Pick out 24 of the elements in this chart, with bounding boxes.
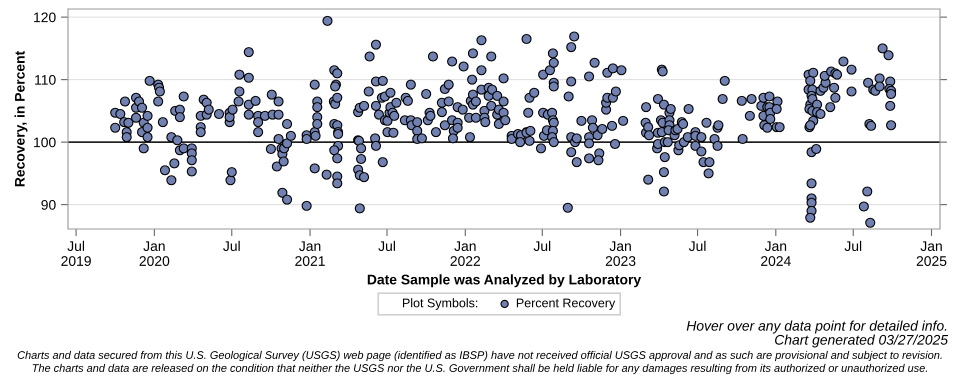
text: The charts and data are released on the condition that neither the USGS nor the U.S. Government shall be held liable for any damages resulting from its authorized or unauthorized use. xyxy=(32,364,927,374)
y-axis-title: Recovery, in Percent xyxy=(14,50,28,186)
x-tick-label: Jul 2019 xyxy=(61,240,91,266)
text: Hover over any data point for detailed info. xyxy=(686,320,946,334)
text: Chart generated 03/27/2025 xyxy=(775,334,948,348)
x-tick-label: Jan 2020 xyxy=(140,241,170,266)
text: Charts and data secured from this U.S. Geological Survey (USGS) web page (identified as IBSP) have not received official USGS approval and as such are provisional and subject to revision. xyxy=(18,350,942,362)
x-tick-label: Jul xyxy=(223,240,240,252)
x-tick-label: Jan 2021 xyxy=(295,241,325,266)
x-tick-label: Jul xyxy=(688,240,706,252)
y-tick-label: 110 xyxy=(35,74,56,85)
x-tick-label: Jan 2025 xyxy=(916,241,946,266)
x-tick-label: Jul xyxy=(378,240,395,252)
x-tick-label: Jul xyxy=(534,240,550,252)
legend-label: Percent Recovery xyxy=(516,298,616,310)
x-tick-label: Jan 2023 xyxy=(606,241,636,266)
legend-title: Plot Symbols: xyxy=(402,298,478,310)
y-tick-label: 100 xyxy=(34,137,56,148)
x-tick-label: Jul xyxy=(844,240,862,252)
y-tick-label: 90 xyxy=(41,200,56,210)
x-tick-label: Jan 2024 xyxy=(761,241,791,266)
x-axis-title: Date Sample was Analyzed by Laboratory xyxy=(368,274,642,288)
x-tick-label: Jan 2022 xyxy=(450,241,480,266)
y-tick-label: 120 xyxy=(34,12,56,22)
